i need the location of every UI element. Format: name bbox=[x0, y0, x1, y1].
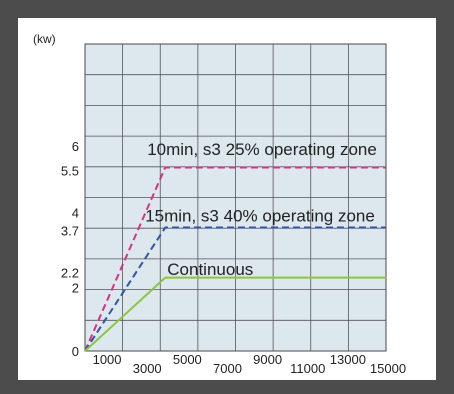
power-speed-chart: 10min, s3 25% operating zone 15min, s3 40… bbox=[33, 32, 406, 376]
series-line-s3-40 bbox=[84, 226, 386, 352]
x-tick-label: 15000 bbox=[370, 361, 406, 376]
y-tick-label: 5.5 bbox=[61, 163, 79, 178]
x-tick-label: 1000 bbox=[93, 352, 122, 367]
series-line-continuous bbox=[84, 276, 386, 352]
chart-panel: 10min, s3 25% operating zone 15min, s3 40… bbox=[18, 18, 436, 380]
y-tick-label: 0 bbox=[72, 344, 79, 359]
series-label-s3-40: 15min, s3 40% operating zone bbox=[145, 207, 375, 226]
series-labels: 10min, s3 25% operating zone 15min, s3 40… bbox=[145, 140, 377, 279]
x-tick-label: 13000 bbox=[330, 352, 366, 367]
y-tick-label: 6 bbox=[72, 139, 79, 154]
y-tick-label: 2 bbox=[72, 280, 79, 295]
x-tick-label: 7000 bbox=[213, 361, 242, 376]
x-tick-label: 11000 bbox=[290, 361, 325, 376]
series-line-s3-25 bbox=[84, 166, 386, 352]
x-tick-label: 5000 bbox=[173, 352, 202, 367]
grid bbox=[85, 44, 386, 351]
x-tick-labels: 1000 3000 5000 7000 9000 11000 13000 15000 bbox=[93, 352, 406, 376]
y-tick-label: 4 bbox=[72, 206, 79, 221]
y-tick-label: 2.2 bbox=[61, 266, 79, 281]
series-label-s3-25: 10min, s3 25% operating zone bbox=[147, 140, 377, 159]
y-tick-label: 3.7 bbox=[61, 224, 79, 239]
y-axis-unit-label: (kw) bbox=[33, 32, 56, 46]
series-label-continuous: Continuous bbox=[167, 260, 253, 279]
x-tick-label: 9000 bbox=[253, 352, 282, 367]
y-tick-labels: 0 22.2 3.7 4 5.5 6 bbox=[61, 139, 79, 359]
x-tick-label: 3000 bbox=[133, 361, 162, 376]
series-lines bbox=[84, 166, 386, 352]
